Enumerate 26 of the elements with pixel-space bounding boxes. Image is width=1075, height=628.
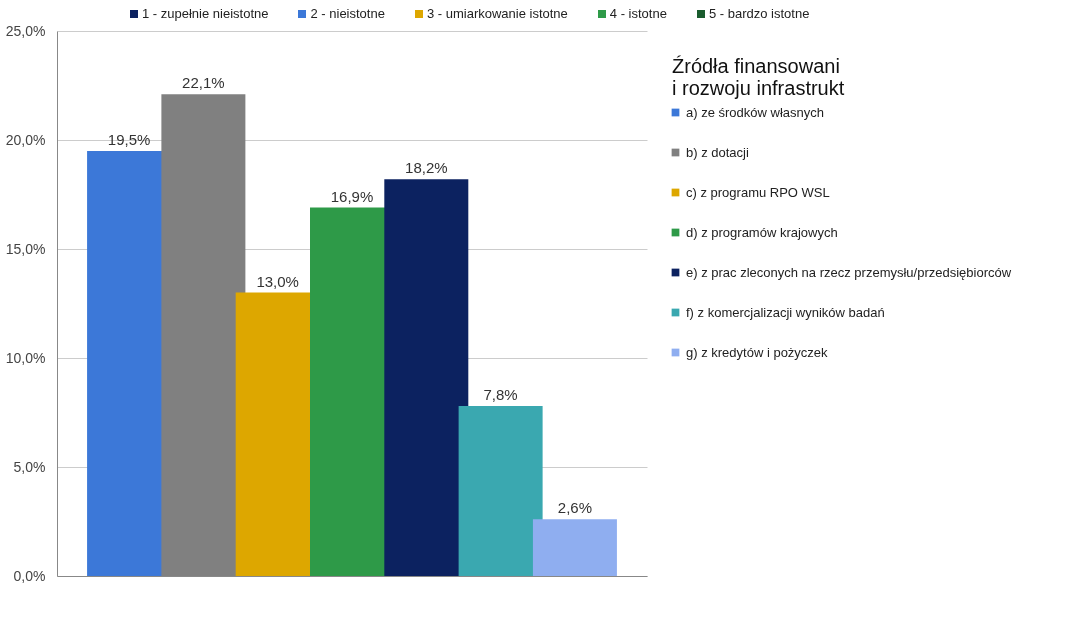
y-tick-label: 10,0%	[5, 349, 46, 366]
data-label: 7,8%	[483, 385, 518, 403]
data-label: 2,6%	[557, 499, 593, 517]
y-tick-label: 5,0%	[13, 458, 46, 475]
y-tick-label: 0,0%	[13, 567, 46, 584]
text: 5 - bardzo istotne	[707, 6, 810, 23]
text: 2 - nieistotne	[309, 6, 385, 23]
data-label: 18,2%	[405, 159, 448, 177]
y-tick-label: 20,0%	[5, 131, 46, 148]
data-label: 16,9%	[330, 187, 374, 205]
legend-label: g) z kredytów i pożyczek	[686, 344, 829, 360]
data-label: 13,0%	[256, 272, 299, 290]
y-tick-label: 25,0%	[5, 22, 46, 39]
text: Źródła finansowani i rozwoju infrastrukt	[672, 55, 845, 99]
legend-label: f) z komercjalizacji wyników badań	[686, 304, 885, 320]
legend-label: e) z prac zleconych na rzecz przemysłu/przedsiębiorców	[686, 264, 1012, 280]
legend-label: a) ze środków własnych	[686, 104, 824, 120]
y-tick-label: 15,0%	[5, 240, 46, 257]
data-label: 19,5%	[107, 130, 151, 148]
text: 1 - zupełnie nieistotne	[141, 6, 269, 23]
legend-label: b) z dotacji	[686, 144, 749, 160]
data-label: 22,1%	[182, 74, 225, 92]
text: 4 - istotne	[608, 6, 667, 23]
text: 3 - umiarkowanie istotne	[425, 6, 568, 23]
legend-label: c) z programu RPO WSL	[686, 184, 830, 200]
legend-label: d) z programów krajowych	[686, 224, 838, 240]
